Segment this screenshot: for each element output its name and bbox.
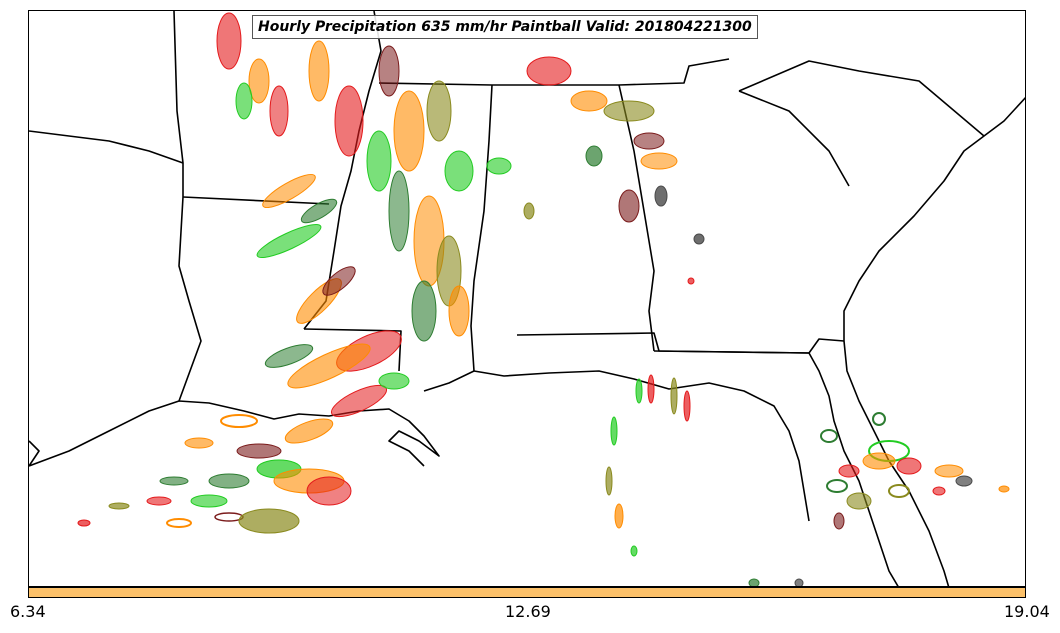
boundary-ms-al (470, 84, 493, 372)
coast-atlantic (843, 96, 1025, 586)
precipitation-blobs (77, 12, 1010, 586)
precip-blob (486, 157, 512, 175)
precip-blob (838, 464, 860, 478)
boundary-nc-sc (738, 60, 985, 137)
precip-blob (444, 150, 474, 192)
coast-gulf-panhandle (473, 370, 810, 522)
colorbar-tick-min: 6.34 (10, 602, 46, 621)
precip-blob (220, 414, 258, 428)
precip-blob (934, 464, 964, 478)
boundary-tn-nc (618, 58, 730, 86)
coast-texas (29, 440, 40, 467)
colorbar-tick-max: 19.04 (1004, 602, 1050, 621)
precip-blob (366, 130, 392, 192)
precip-blob (238, 508, 300, 534)
precip-blob (683, 390, 691, 422)
precip-blob (647, 374, 655, 404)
precip-blob (670, 377, 678, 415)
precip-blob (654, 185, 668, 207)
precip-blob (308, 40, 330, 102)
precip-blob (630, 545, 638, 557)
precipitation-map (29, 11, 1025, 586)
precip-blob (998, 485, 1010, 493)
precip-blob (235, 82, 253, 120)
precip-blob (322, 266, 356, 296)
colorbar-tick-mid: 12.69 (505, 602, 551, 621)
precip-blob (833, 512, 845, 530)
precip-blob (378, 45, 400, 97)
precip-blob (523, 202, 535, 220)
precip-blob (888, 484, 910, 498)
precip-blob (748, 578, 760, 586)
precip-blob (184, 437, 214, 449)
boundary-tx-ok (29, 130, 184, 164)
precip-blob (820, 429, 838, 443)
precip-blob (585, 145, 603, 167)
precip-blob (269, 85, 289, 137)
boundary-la-ms (303, 328, 402, 372)
precip-blob (208, 473, 250, 489)
precip-blob (216, 12, 242, 70)
precip-blob (426, 80, 452, 142)
precip-blob (605, 466, 613, 496)
precip-blob (932, 486, 946, 496)
precip-blob (693, 233, 705, 245)
precip-blob (846, 492, 872, 510)
boundary-al-ga (618, 84, 655, 352)
precip-blob (330, 384, 388, 418)
precip-blob (635, 378, 643, 404)
precip-blob (618, 189, 640, 223)
precip-blob (393, 90, 425, 172)
precip-blob (603, 100, 655, 122)
coast-ms-al (423, 370, 475, 392)
precip-blob (256, 224, 322, 258)
precip-blob (955, 475, 973, 487)
precip-blob (306, 476, 352, 506)
precip-blob (570, 90, 608, 112)
precip-blob (610, 416, 618, 446)
coast-louisiana (29, 400, 440, 467)
precip-blob (236, 443, 282, 459)
precip-blob (300, 198, 338, 224)
precip-blob (334, 85, 364, 157)
precip-blob (190, 494, 228, 508)
map-panel (28, 10, 1026, 587)
precip-blob (896, 457, 922, 475)
precip-blob (166, 518, 192, 528)
precip-blob (448, 285, 470, 337)
precip-blob (108, 502, 130, 510)
map-title: Hourly Precipitation 635 mm/hr Paintball… (252, 15, 758, 39)
boundary-ar-la (182, 196, 330, 205)
precip-blob (826, 479, 848, 493)
boundary-ga-fl (653, 338, 845, 354)
precip-blob (614, 503, 624, 529)
precip-blob (526, 56, 572, 86)
colorbar (28, 587, 1026, 598)
precip-blob (862, 452, 896, 470)
precip-blob (248, 58, 270, 104)
state-boundaries (29, 11, 1025, 586)
precip-blob (388, 170, 410, 252)
precip-blob (794, 578, 804, 586)
precip-blob (146, 496, 172, 506)
precip-blob (264, 344, 314, 368)
precip-blob (640, 152, 678, 170)
precip-blob (262, 173, 316, 209)
boundary-tx-ar (173, 11, 184, 197)
boundary-tx-la (178, 196, 202, 402)
precip-blob (378, 372, 410, 390)
precip-blob (284, 418, 334, 444)
precip-blob (411, 280, 437, 342)
precip-blob (159, 476, 189, 486)
precip-blob (687, 277, 695, 285)
boundary-ga-sc (738, 90, 850, 187)
precip-blob (633, 132, 665, 150)
precip-blob (872, 412, 886, 426)
precip-blob (77, 519, 91, 527)
precip-blob (287, 343, 371, 389)
boundary-al-fl (516, 332, 810, 354)
